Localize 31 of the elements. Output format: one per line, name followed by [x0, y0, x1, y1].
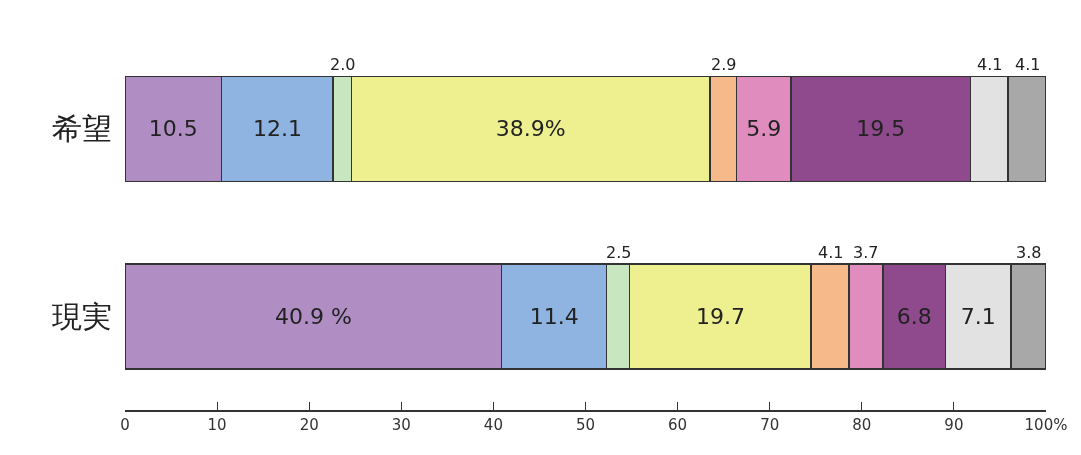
data-label: 6.8 [896, 303, 932, 329]
data-label: 10.5 [148, 116, 198, 142]
x-tick-label: 80 [852, 415, 872, 434]
x-tick-label: 60 [668, 415, 688, 434]
data-label: 2.0 [330, 55, 356, 74]
data-label: 4.1 [1015, 55, 1041, 74]
x-tick-label: 10 [207, 415, 227, 434]
data-label: 2.5 [606, 243, 632, 262]
data-label: 4.1 [977, 55, 1003, 74]
data-label: 5.9 [746, 116, 782, 142]
x-tick-label: 100% [1024, 415, 1068, 434]
data-label: 3.8 [1016, 243, 1042, 262]
y-tick-label: 希望 [52, 111, 112, 147]
y-tick-label: 現実 [52, 298, 112, 334]
data-label: 4.1 [818, 243, 844, 262]
data-label: 12.1 [252, 116, 302, 142]
x-tick-label: 20 [299, 415, 319, 434]
data-label: 7.1 [960, 303, 996, 329]
data-label: 2.9 [711, 55, 737, 74]
x-tick-label: 0 [120, 415, 130, 434]
x-tick-label: 70 [760, 415, 780, 434]
data-label: 11.4 [529, 303, 579, 329]
data-label: 3.7 [853, 243, 879, 262]
data-label: 38.9% [495, 116, 566, 142]
data-label: 19.7 [695, 303, 745, 329]
data-label: 19.5 [856, 116, 906, 142]
x-tick-label: 40 [483, 415, 503, 434]
x-tick-label: 50 [575, 415, 596, 434]
x-tick-label: 30 [391, 415, 411, 434]
data-label: 40.9 % [274, 303, 352, 329]
x-tick-label: 90 [944, 415, 964, 434]
